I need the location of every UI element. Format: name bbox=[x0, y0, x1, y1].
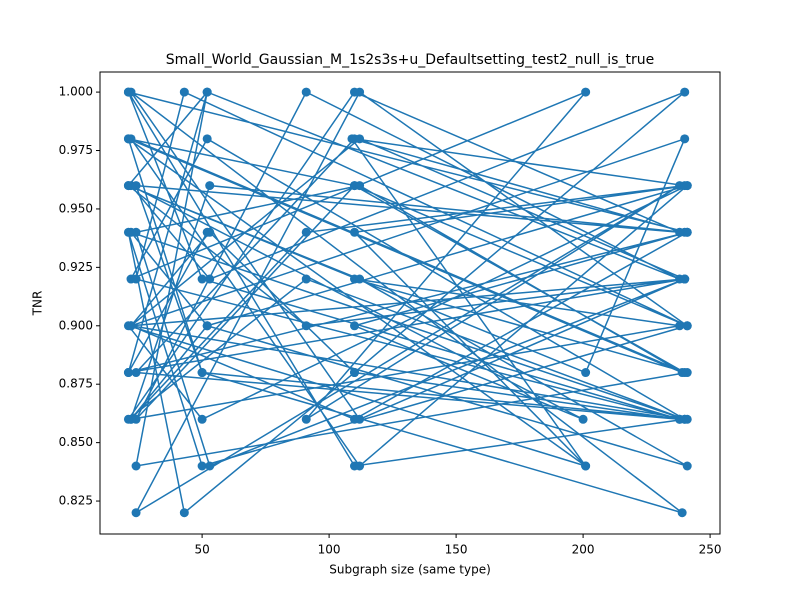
marker bbox=[682, 227, 692, 237]
marker bbox=[350, 227, 360, 237]
marker bbox=[131, 274, 141, 284]
marker bbox=[205, 181, 215, 191]
marker bbox=[123, 181, 133, 191]
marker bbox=[197, 274, 207, 284]
y-tick-label: 0.825 bbox=[59, 494, 93, 508]
marker bbox=[350, 321, 360, 331]
marker bbox=[123, 87, 133, 97]
marker bbox=[131, 181, 141, 191]
marker bbox=[578, 414, 588, 424]
y-tick-label: 0.875 bbox=[59, 377, 93, 391]
marker bbox=[350, 87, 360, 97]
marker bbox=[350, 414, 360, 424]
marker bbox=[202, 134, 212, 144]
marker bbox=[126, 227, 136, 237]
marker bbox=[350, 368, 360, 378]
marker bbox=[123, 368, 133, 378]
marker bbox=[355, 181, 365, 191]
x-tick-label: 100 bbox=[318, 543, 341, 557]
x-tick-label: 150 bbox=[445, 543, 468, 557]
marker bbox=[301, 414, 311, 424]
marker bbox=[682, 414, 692, 424]
marker bbox=[355, 274, 365, 284]
y-tick-label: 0.850 bbox=[59, 435, 93, 449]
marker bbox=[581, 87, 591, 97]
y-tick-label: 0.950 bbox=[59, 201, 93, 215]
marker bbox=[682, 461, 692, 471]
marker bbox=[581, 368, 591, 378]
marker bbox=[179, 508, 189, 518]
x-tick-label: 50 bbox=[194, 543, 209, 557]
plot-frame bbox=[99, 71, 721, 535]
x-axis-label: Subgraph size (same type) bbox=[329, 563, 491, 577]
marker bbox=[131, 368, 141, 378]
y-tick-label: 0.900 bbox=[59, 318, 93, 332]
marker bbox=[682, 321, 692, 331]
marker bbox=[197, 414, 207, 424]
chart-title: Small_World_Gaussian_M_1s2s3s+u_Defaults… bbox=[166, 52, 654, 68]
marker bbox=[301, 321, 311, 331]
marker bbox=[179, 87, 189, 97]
marker bbox=[123, 134, 133, 144]
marker bbox=[202, 321, 212, 331]
y-tick-label: 1.000 bbox=[59, 85, 93, 99]
marker bbox=[355, 461, 365, 471]
marker bbox=[205, 274, 215, 284]
marker bbox=[202, 227, 212, 237]
marker bbox=[677, 368, 687, 378]
marker bbox=[680, 87, 690, 97]
x-tick-label: 200 bbox=[572, 543, 595, 557]
marker bbox=[205, 461, 215, 471]
x-tick-label: 250 bbox=[699, 543, 722, 557]
marker bbox=[202, 87, 212, 97]
marker bbox=[301, 87, 311, 97]
marker bbox=[355, 134, 365, 144]
marker bbox=[197, 461, 207, 471]
marker bbox=[677, 508, 687, 518]
marker bbox=[123, 414, 133, 424]
marker bbox=[131, 508, 141, 518]
marker bbox=[682, 181, 692, 191]
marker bbox=[581, 461, 591, 471]
marker bbox=[126, 321, 136, 331]
marker bbox=[301, 227, 311, 237]
series-line bbox=[126, 89, 690, 515]
marker bbox=[301, 274, 311, 284]
y-tick-label: 0.975 bbox=[59, 143, 93, 157]
marker bbox=[680, 274, 690, 284]
marker bbox=[197, 368, 207, 378]
marker bbox=[675, 321, 685, 331]
marker bbox=[680, 134, 690, 144]
marker bbox=[131, 461, 141, 471]
y-tick-label: 0.925 bbox=[59, 260, 93, 274]
y-axis-label: TNR bbox=[31, 291, 45, 317]
marker bbox=[675, 227, 685, 237]
